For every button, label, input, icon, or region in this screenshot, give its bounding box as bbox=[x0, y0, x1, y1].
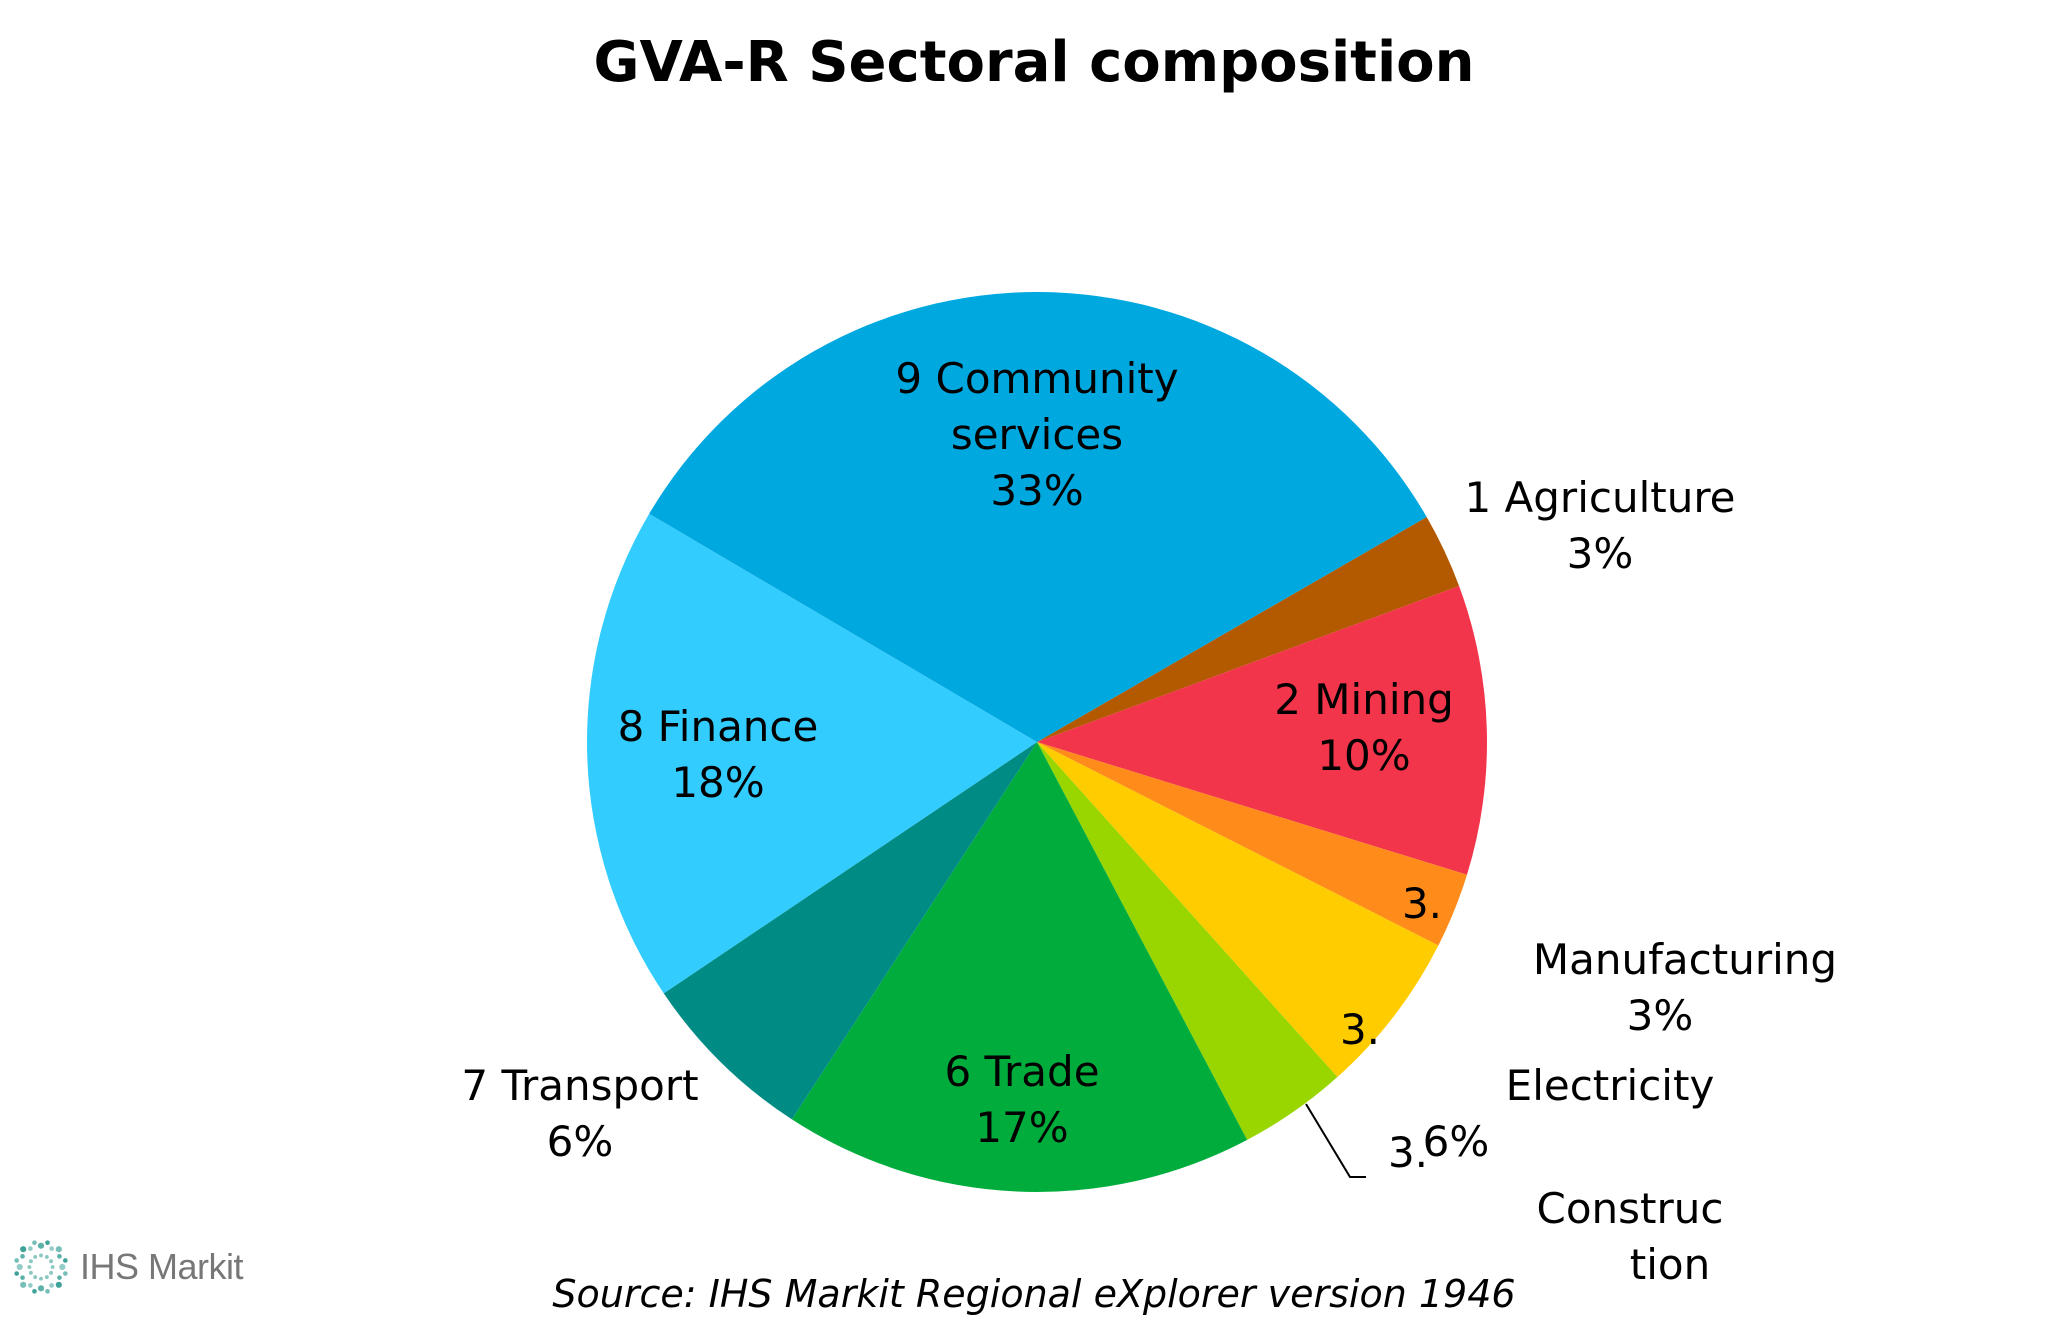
slice-label-line: services bbox=[951, 410, 1123, 459]
logo-dot bbox=[39, 1253, 43, 1258]
slice-label-line: 3% bbox=[1567, 529, 1634, 578]
logo-dot bbox=[55, 1246, 62, 1253]
logo-dot bbox=[28, 1283, 33, 1288]
chart-title: GVA-R Sectoral composition bbox=[593, 30, 1475, 95]
logo-text: IHS Markit bbox=[80, 1246, 244, 1287]
slice-label-line: 17% bbox=[975, 1103, 1068, 1152]
slice-label-trade: 6 Trade 17% bbox=[944, 1047, 1099, 1152]
pie-slice-finance bbox=[587, 513, 1037, 994]
slice-label-agriculture: 1 Agriculture 3% bbox=[1464, 473, 1735, 578]
logo-dot bbox=[14, 1271, 19, 1276]
slice-label-line: Construc bbox=[1537, 1184, 1724, 1233]
slice-label-finance: 8 Finance 18% bbox=[618, 702, 819, 807]
logo-dot bbox=[59, 1263, 66, 1271]
pie-slice-construction bbox=[1037, 742, 1338, 1140]
logo-dot bbox=[33, 1254, 38, 1259]
logo-dot bbox=[28, 1259, 33, 1264]
logo-dot bbox=[55, 1281, 62, 1288]
slice-label-line: Electricity bbox=[1506, 1061, 1715, 1110]
pie-slice-mining bbox=[1037, 586, 1487, 875]
slice-label-line: 8 Finance bbox=[618, 702, 819, 751]
ihs-markit-logo: IHS Markit bbox=[10, 1232, 270, 1302]
logo-dot bbox=[49, 1246, 54, 1251]
pie-slice-trade bbox=[791, 742, 1248, 1192]
logo-dot bbox=[32, 1289, 37, 1294]
logo-dot bbox=[45, 1289, 50, 1294]
slice-label-line: 3% bbox=[1627, 991, 1694, 1040]
slice-label-line: 3. bbox=[1340, 1005, 1380, 1054]
logo-dot bbox=[14, 1258, 19, 1263]
logo-dot bbox=[20, 1281, 27, 1288]
source-note: Source: IHS Markit Regional eXplorer ver… bbox=[552, 1272, 1516, 1316]
logo-dot bbox=[37, 1242, 45, 1249]
pie-slice-electricity bbox=[1037, 742, 1439, 1078]
logo-dot bbox=[28, 1270, 33, 1275]
slice-label-line: 9 Community bbox=[895, 354, 1178, 403]
pie-slice-transport bbox=[663, 742, 1037, 1120]
slice-label-line: Manufacturing bbox=[1533, 935, 1837, 984]
slice-label-manufacturing: 3. Manufacturing 3% bbox=[1402, 879, 1837, 1040]
slice-label-community: 9 Community services 33% bbox=[895, 354, 1178, 515]
logo-dot bbox=[28, 1246, 33, 1251]
pie-slices bbox=[587, 292, 1487, 1192]
logo-dot bbox=[39, 1276, 43, 1281]
slice-label-line: 10% bbox=[1317, 731, 1410, 780]
logo-dot bbox=[63, 1271, 68, 1276]
slice-label-mining: 2 Mining 10% bbox=[1274, 675, 1454, 780]
logo-dot bbox=[27, 1265, 32, 1269]
pie-labels: 1 Agriculture 3% 2 Mining 10% 3. Manufacturin… bbox=[461, 354, 1837, 1289]
logo-dot bbox=[49, 1259, 54, 1264]
slice-label-line: tion bbox=[1630, 1240, 1710, 1289]
logo-dot bbox=[20, 1254, 25, 1259]
logo-dot bbox=[33, 1275, 38, 1280]
slice-label-line: 6% bbox=[1423, 1117, 1490, 1166]
slice-label-line: 7 Transport bbox=[461, 1061, 698, 1110]
slice-label-line: 18% bbox=[671, 758, 764, 807]
slice-label-line: 3. bbox=[1388, 1128, 1428, 1177]
logo-dot bbox=[44, 1254, 49, 1259]
pie-slice-manufacturing bbox=[1037, 742, 1467, 946]
slice-label-construction: 3. Construc tion bbox=[1388, 1128, 1724, 1289]
logo-dot bbox=[57, 1254, 62, 1259]
logo-dot bbox=[37, 1285, 45, 1292]
pie-slice-agriculture bbox=[1037, 517, 1460, 742]
ihs-markit-burst-icon bbox=[14, 1240, 68, 1294]
logo-dot bbox=[45, 1240, 50, 1245]
construction-leader-line bbox=[1305, 1103, 1366, 1178]
logo-dot bbox=[20, 1275, 25, 1280]
slice-label-line: 1 Agriculture bbox=[1464, 473, 1735, 522]
logo-dot bbox=[32, 1240, 37, 1245]
slice-label-line: 6 Trade bbox=[944, 1047, 1099, 1096]
logo-dot bbox=[49, 1283, 54, 1288]
slice-label-transport: 7 Transport 6% bbox=[461, 1061, 698, 1166]
slice-label-line: 2 Mining bbox=[1274, 675, 1454, 724]
logo-dot bbox=[20, 1246, 27, 1253]
slice-label-line: 3. bbox=[1402, 879, 1442, 928]
logo-dot bbox=[44, 1275, 49, 1280]
logo-dot bbox=[49, 1270, 54, 1275]
logo-dot bbox=[16, 1263, 23, 1271]
logo-dot bbox=[57, 1275, 62, 1280]
slice-label-line: 33% bbox=[990, 466, 1083, 515]
pie-slice-community bbox=[649, 292, 1427, 742]
slice-label-electricity: 3. Electricity 6% bbox=[1340, 1005, 1714, 1166]
logo-dot bbox=[50, 1265, 55, 1269]
slice-label-line: 6% bbox=[547, 1117, 614, 1166]
logo-dot bbox=[63, 1258, 68, 1263]
